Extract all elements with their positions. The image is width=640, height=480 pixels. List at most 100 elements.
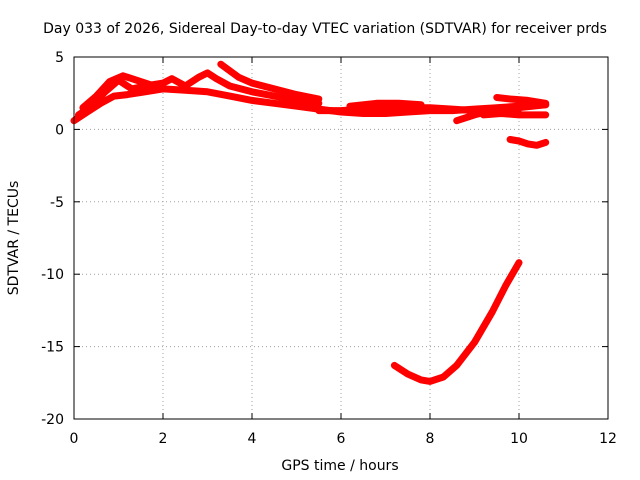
data-point	[106, 78, 113, 85]
series-track-2	[75, 69, 323, 119]
data-point	[516, 137, 522, 144]
x-tick-label: 12	[599, 431, 617, 447]
data-point	[391, 362, 398, 369]
data-point	[493, 94, 500, 101]
data-point	[160, 85, 166, 92]
data-point	[418, 376, 425, 383]
y-tick-label: 0	[55, 122, 64, 138]
data-point	[226, 82, 233, 89]
data-point	[293, 97, 300, 104]
series-line	[493, 94, 550, 107]
y-tick-label: 5	[55, 50, 64, 66]
series-track-9	[479, 110, 550, 119]
data-point	[75, 111, 82, 118]
data-point	[453, 362, 460, 369]
data-point	[182, 82, 189, 89]
data-point	[249, 88, 255, 95]
data-point	[471, 339, 478, 346]
data-point	[235, 74, 242, 81]
series-line	[390, 259, 523, 385]
series-track-8	[493, 94, 550, 107]
data-point	[271, 100, 278, 107]
series-track-11	[390, 259, 523, 385]
y-tick-label: -5	[50, 195, 64, 211]
data-point	[418, 101, 425, 108]
data-point	[293, 103, 300, 110]
chart-title: Day 033 of 2026, Sidereal Day-to-day VTE…	[43, 21, 607, 37]
data-point	[516, 111, 522, 118]
data-point	[346, 103, 353, 110]
data-point	[373, 100, 380, 107]
grid-lines	[74, 57, 608, 419]
data-point	[427, 104, 433, 111]
data-point	[249, 80, 255, 87]
data-point	[119, 72, 126, 79]
data-point	[111, 93, 118, 100]
data-point	[151, 82, 158, 89]
series-track-3	[79, 72, 158, 112]
data-point	[315, 107, 322, 114]
x-tick-label: 2	[159, 431, 168, 447]
series-track-6	[346, 99, 425, 110]
data-point	[93, 93, 100, 100]
x-axis-label: GPS time / hours	[281, 458, 398, 474]
data-point	[249, 97, 255, 104]
y-tick-labels: 5 0 -5 -10 -15 -20	[41, 50, 64, 428]
x-tick-label: 8	[426, 431, 435, 447]
data-point	[128, 85, 135, 92]
data-point	[204, 88, 211, 95]
data-point	[293, 91, 300, 98]
data-point	[137, 78, 144, 85]
data-point	[142, 88, 149, 95]
x-tick-label: 10	[510, 431, 528, 447]
data-point	[480, 111, 487, 118]
data-point	[213, 75, 220, 82]
data-point	[524, 140, 531, 147]
data-point	[507, 136, 514, 143]
data-point	[516, 104, 522, 111]
series-track-4	[217, 60, 323, 103]
data-point	[502, 282, 509, 289]
x-tick-labels: 0 2 4 6 8 10 12	[70, 431, 617, 447]
y-tick-label: -15	[41, 340, 64, 356]
data-point	[168, 75, 175, 82]
x-tick-label: 6	[337, 431, 346, 447]
data-point	[533, 142, 540, 149]
series-line	[346, 99, 425, 110]
data-point	[271, 85, 278, 92]
series-line	[217, 60, 323, 103]
data-point	[524, 97, 531, 104]
data-point	[382, 110, 389, 117]
data-point	[395, 100, 402, 107]
x-tick-label: 0	[70, 431, 79, 447]
data-point	[440, 374, 447, 381]
data-point	[427, 378, 433, 385]
data-point	[124, 91, 131, 98]
data-point	[271, 93, 278, 100]
data-point	[315, 95, 322, 102]
data-point	[217, 61, 224, 68]
data-point	[516, 259, 522, 266]
data-point	[404, 371, 411, 378]
data-point	[160, 80, 166, 87]
data-point	[449, 106, 456, 113]
data-point	[453, 117, 460, 124]
data-point	[338, 107, 344, 114]
data-point	[507, 95, 514, 102]
data-point	[542, 139, 549, 146]
x-tick-label: 4	[248, 431, 257, 447]
data-point	[471, 111, 478, 118]
data-point	[542, 111, 549, 118]
data-point	[79, 104, 86, 111]
series-line	[479, 110, 550, 119]
series-track-10	[506, 136, 550, 149]
data-point	[498, 110, 505, 117]
data-point	[195, 74, 202, 81]
data-point	[542, 100, 549, 107]
y-tick-label: -20	[41, 412, 64, 428]
y-axis-label: SDTVAR / TECUs	[6, 181, 22, 296]
data-point	[226, 93, 233, 100]
data-layer	[70, 60, 550, 385]
ticks-layer	[73, 56, 609, 420]
